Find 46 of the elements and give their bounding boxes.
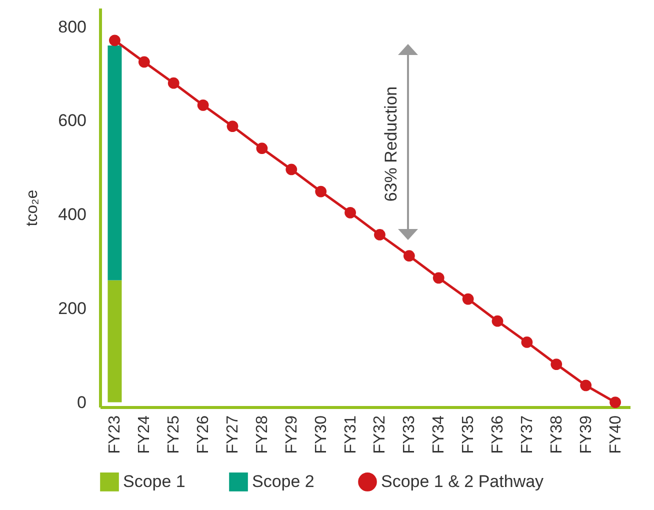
x-tick-label: FY23 (106, 415, 124, 454)
y-tick-label: 200 (58, 298, 86, 318)
point (168, 77, 180, 89)
annotation: 63% Reduction (382, 86, 402, 202)
y-axis-title: tco₂e (24, 190, 42, 226)
legend-label: Scope 2 (252, 472, 314, 491)
point (138, 56, 150, 68)
x-tick-label: FY35 (460, 415, 478, 454)
point (550, 358, 562, 370)
point (492, 315, 504, 327)
y-tick-label: 400 (58, 205, 86, 224)
x-tick-label: FY29 (283, 415, 300, 454)
x-tick-label: FY38 (548, 415, 566, 454)
x-tick-label: FY34 (430, 415, 448, 454)
x-tick-label: FY36 (490, 415, 506, 454)
x-tick-label: FY33 (401, 415, 418, 454)
x-tick-label: FY40 (607, 415, 624, 454)
x-tick-label: FY25 (166, 415, 183, 454)
point (432, 272, 444, 284)
x-tick-label: FY26 (195, 415, 212, 454)
y-tick-label: 800 (58, 17, 86, 36)
x-tick-label: FY31 (342, 415, 360, 454)
x-tick-label: FY27 (224, 415, 242, 454)
x-tick-label: FY30 (312, 415, 330, 454)
point (344, 206, 356, 218)
point (315, 186, 327, 198)
point (109, 34, 120, 46)
point (403, 250, 415, 262)
point (521, 336, 533, 348)
x-tick-label: FY32 (372, 415, 389, 454)
y-tick-label: 0 (77, 392, 86, 412)
point (580, 380, 592, 392)
point (374, 229, 386, 240)
x-tick-label: FY37 (518, 415, 536, 454)
x-tick-label: FY39 (578, 415, 595, 454)
legend-label: Scope 1 (123, 472, 186, 491)
point (610, 396, 621, 408)
point (197, 99, 209, 111)
point (226, 120, 238, 132)
point (286, 164, 298, 176)
point (462, 293, 474, 305)
x-tick-label: FY24 (136, 415, 154, 454)
x-tick-label: FY28 (254, 415, 271, 454)
legend-label: Scope 1 & 2 Pathway (381, 472, 544, 491)
y-tick-label: 600 (58, 111, 86, 130)
point (256, 142, 268, 154)
